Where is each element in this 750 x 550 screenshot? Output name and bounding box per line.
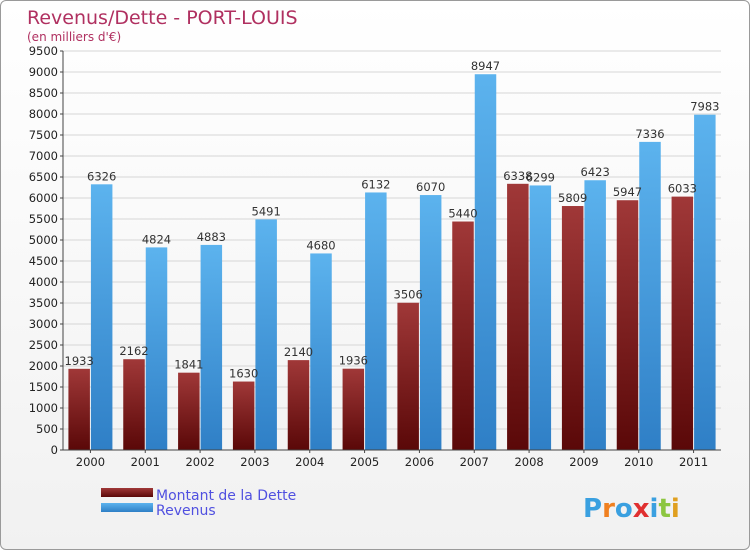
legend: Montant de la Dette Revenus (101, 488, 296, 519)
bar-dette-label: 1936 (339, 354, 368, 368)
x-tick-label: 2007 (460, 455, 489, 469)
y-tick-label: 0 (51, 443, 58, 457)
y-tick-label: 6000 (29, 191, 58, 205)
x-tick-label: 2010 (624, 455, 653, 469)
x-tick-label: 2008 (514, 455, 543, 469)
y-tick-label: 1500 (29, 380, 58, 394)
bar-revenus (419, 195, 442, 450)
bar-revenus (90, 184, 113, 451)
bar-revenus (474, 74, 497, 450)
bar-revenus (200, 244, 223, 450)
bar-dette-label: 1841 (174, 358, 203, 372)
y-tick-label: 5500 (29, 212, 58, 226)
bar-dette-label: 2140 (284, 345, 313, 359)
x-tick-label: 2011 (679, 455, 708, 469)
bar-revenus-label: 4824 (142, 232, 171, 246)
y-tick-label: 4000 (29, 275, 58, 289)
y-tick-label: 3500 (29, 296, 58, 310)
y-tick-label: 6500 (29, 170, 58, 184)
y-tick-label: 7000 (29, 149, 58, 163)
data-labels: 1933 6326 2162 4824 1841 4883 1630 5491 2140 4680… (65, 59, 720, 380)
legend-label-revenus: Revenus (156, 503, 216, 519)
bar-revenus (639, 141, 661, 450)
x-tick-label: 2004 (295, 455, 324, 469)
bar-dette-label: 5440 (448, 207, 477, 221)
bar-dette (616, 200, 639, 450)
x-tick-label: 2002 (185, 455, 214, 469)
bar-revenus-label: 8947 (471, 59, 500, 73)
bar-dette (561, 206, 584, 450)
bar-revenus-label: 6299 (526, 170, 555, 184)
bar-dette-label: 1630 (229, 367, 258, 381)
y-tick-label: 5000 (29, 233, 58, 247)
bar-dette (397, 302, 419, 450)
bar-revenus-label: 5491 (252, 204, 281, 218)
bar-dette (178, 372, 200, 450)
bar-revenus-label: 4680 (306, 238, 335, 252)
axes: 0 500 1000 1500 2000 2500 3000 3500 4000 4500 5000… (29, 44, 721, 469)
y-tick-label: 2500 (29, 338, 58, 352)
bar-revenus-label: 6070 (416, 180, 445, 194)
y-tick-label: 7500 (29, 128, 58, 142)
bar-dette (671, 196, 694, 450)
bar-dette (507, 183, 529, 450)
bar-revenus (145, 247, 168, 450)
bar-dette-label: 1933 (65, 354, 94, 368)
y-tick-label: 8500 (29, 86, 58, 100)
y-tick-label: 4500 (29, 254, 58, 268)
x-tick-label: 2006 (405, 455, 434, 469)
bar-dette (123, 359, 145, 450)
y-tick-label: 1000 (29, 401, 58, 415)
bar-revenus-label: 6132 (361, 177, 390, 191)
bar-dette-label: 6338 (503, 169, 532, 183)
y-tick-label: 8000 (29, 107, 58, 121)
gridlines (63, 50, 721, 451)
bar-dette-label: 5809 (558, 191, 587, 205)
bar-dette-label: 6033 (668, 182, 697, 196)
legend-label-dette: Montant de la Dette (156, 488, 296, 504)
bar-dette-label: 3506 (394, 288, 423, 302)
legend-swatch-revenus (101, 503, 153, 512)
y-tick-label: 9500 (29, 44, 58, 58)
bar-revenus (255, 219, 277, 450)
x-tick-label: 2000 (76, 455, 105, 469)
bar-revenus (584, 180, 606, 450)
y-tick-label: 500 (36, 422, 58, 436)
bar-revenus-label: 7336 (635, 127, 664, 141)
bar-dette (68, 368, 90, 450)
y-tick-label: 2000 (29, 359, 58, 373)
bars (68, 74, 716, 451)
x-tick-label: 2001 (131, 455, 160, 469)
proxiti-logo: Proxiti (583, 494, 680, 524)
bar-dette-label: 5947 (613, 185, 642, 199)
x-tick-label: 2009 (569, 455, 598, 469)
bar-revenus (529, 185, 552, 450)
bar-dette-label: 2162 (119, 344, 148, 358)
bar-revenus (365, 192, 387, 450)
bar-dette (232, 381, 255, 450)
chart-subtitle: (en milliers d'€) (27, 30, 121, 44)
x-tick-label: 2003 (240, 455, 269, 469)
bar-dette (452, 221, 474, 450)
bar-revenus (310, 253, 332, 450)
legend-swatch-dette (101, 488, 153, 497)
bar-revenus-label: 6423 (581, 165, 610, 179)
bar-revenus (694, 114, 716, 451)
y-tick-label: 3000 (29, 317, 58, 331)
x-tick-label: 2005 (350, 455, 379, 469)
chart-title: Revenus/Dette - PORT-LOUIS (27, 7, 298, 29)
bar-dette (342, 368, 365, 450)
bar-revenus-label: 7983 (690, 100, 719, 114)
bar-revenus-label: 4883 (197, 230, 226, 244)
y-tick-label: 9000 (29, 65, 58, 79)
bar-dette (287, 360, 310, 450)
bar-revenus-label: 6326 (87, 169, 116, 183)
